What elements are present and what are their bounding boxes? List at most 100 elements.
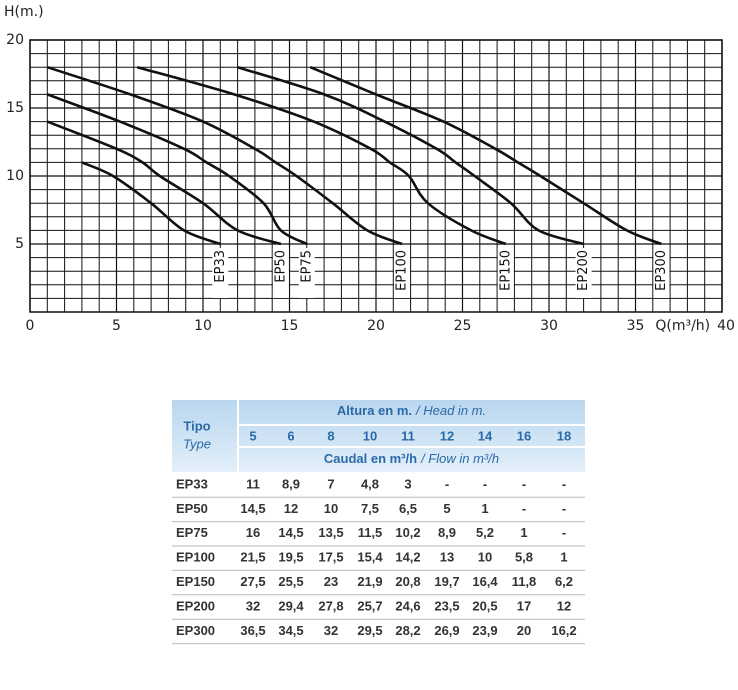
table-cell: 16 <box>246 525 260 540</box>
table-cell: 28,2 <box>395 623 420 638</box>
table-cell: 21,9 <box>357 574 382 589</box>
table-cell: 16,4 <box>472 574 498 589</box>
table-cell: 12 <box>284 501 298 516</box>
table-cell: 23,5 <box>434 598 459 613</box>
table-cell: - <box>562 501 566 516</box>
table-cell: 25,5 <box>278 574 303 589</box>
table-cell: 32 <box>246 598 260 613</box>
curve-label-bg <box>497 248 514 298</box>
column-header: 8 <box>327 428 334 443</box>
x-tick-label: 5 <box>112 318 121 334</box>
curve-label: EP50 <box>273 250 288 283</box>
column-header: 11 <box>401 428 415 443</box>
x-tick-label: 25 <box>454 318 472 334</box>
head-header-es: Altura en m. <box>337 403 412 418</box>
column-header: 12 <box>440 428 454 443</box>
table-cell: 29,5 <box>357 623 382 638</box>
table-cell: - <box>445 476 449 491</box>
table-cell: 11,5 <box>358 525 383 540</box>
curve-label: EP75 <box>299 250 314 283</box>
y-axis-label: H(m.) <box>4 4 44 20</box>
table-cell: 14,5 <box>240 501 265 516</box>
table-cell: 13 <box>440 550 454 565</box>
type-header: Tipo <box>183 418 210 433</box>
head-header-en: / Head in m. <box>415 403 486 418</box>
table-cell: 23,9 <box>472 623 497 638</box>
pump-curve <box>46 65 403 246</box>
plot-frame <box>29 39 723 313</box>
table-cell: 34,5 <box>278 623 303 638</box>
table-header-bg <box>172 400 585 472</box>
table-cell: 1 <box>560 550 567 565</box>
table-cell: 20,8 <box>395 574 420 589</box>
flow-header-es: Caudal en m³/h <box>324 451 417 466</box>
column-header: 5 <box>249 428 256 443</box>
table-cell: 10 <box>324 501 338 516</box>
table-cell: - <box>522 476 526 491</box>
y-tick-label: 5 <box>15 236 24 252</box>
table-cell: EP150 <box>176 574 215 589</box>
table-cell: EP50 <box>176 501 208 516</box>
pump-curve <box>136 65 507 246</box>
head-header: Altura en m. / Head in m. <box>337 403 486 418</box>
table-cell: 5,8 <box>515 550 533 565</box>
table-cell: 19,7 <box>434 574 459 589</box>
table-cell: 12 <box>557 598 571 613</box>
x-tick-label: 20 <box>367 318 385 334</box>
table-cell: 20,5 <box>472 598 497 613</box>
table-cell: 1 <box>481 501 488 516</box>
table-cell: 36,5 <box>240 623 265 638</box>
pump-curve <box>81 161 221 246</box>
y-tick-label: 20 <box>6 32 24 48</box>
table-cell: 7 <box>327 476 334 491</box>
table-cell: 29,4 <box>278 598 304 613</box>
table-cell: 10 <box>478 550 492 565</box>
pump-curve <box>46 120 282 246</box>
table-cell: EP33 <box>176 476 208 491</box>
table-cell: 32 <box>324 623 338 638</box>
table-cell: EP200 <box>176 598 215 613</box>
curve-label-bg <box>298 248 315 298</box>
table-cell: 6,2 <box>555 574 573 589</box>
table-cell: 4,8 <box>361 476 379 491</box>
table-cell: 7,5 <box>361 501 379 516</box>
curve-label: EP300 <box>654 250 669 291</box>
table-cell: 26,9 <box>434 623 459 638</box>
column-header: 18 <box>557 428 571 443</box>
x-tick-label: 40 <box>717 318 735 334</box>
table-cell: 27,5 <box>240 574 265 589</box>
table-cell: 27,8 <box>318 598 343 613</box>
table-cell: 14,5 <box>278 525 303 540</box>
table-cell: 21,5 <box>240 550 265 565</box>
curve-label: EP200 <box>576 250 591 291</box>
curve-label: EP100 <box>394 250 409 291</box>
table-cell: 13,5 <box>318 525 343 540</box>
pump-curve <box>237 65 584 246</box>
x-tick-label: 10 <box>194 318 212 334</box>
table-cell: 5,2 <box>476 525 494 540</box>
table-cell: 3 <box>404 476 411 491</box>
x-tick-label: 0 <box>26 318 35 334</box>
flow-header-en: / Flow in m³/h <box>420 451 499 466</box>
table-cell: 8,9 <box>438 525 456 540</box>
table-cell: 25,7 <box>357 598 382 613</box>
table-cell: 15,4 <box>357 550 383 565</box>
table-cell: 14,2 <box>395 550 420 565</box>
column-header: 10 <box>363 428 377 443</box>
x-tick-label: 30 <box>540 318 558 334</box>
curve-label-bg <box>393 248 410 298</box>
table-cell: EP100 <box>176 550 215 565</box>
table-cell: 17 <box>517 598 531 613</box>
column-header: 14 <box>478 428 493 443</box>
x-tick-label: 15 <box>281 318 299 334</box>
table-cell: - <box>562 525 566 540</box>
curve-label: EP33 <box>213 250 228 283</box>
table-cell: 16,2 <box>551 623 576 638</box>
curve-label-bg <box>212 248 229 298</box>
pump-curve <box>309 65 662 246</box>
table-cell: 11 <box>246 476 260 491</box>
table-cell: 11,8 <box>512 574 537 589</box>
curve-label-bg <box>653 248 670 298</box>
table-cell: 23 <box>324 574 338 589</box>
